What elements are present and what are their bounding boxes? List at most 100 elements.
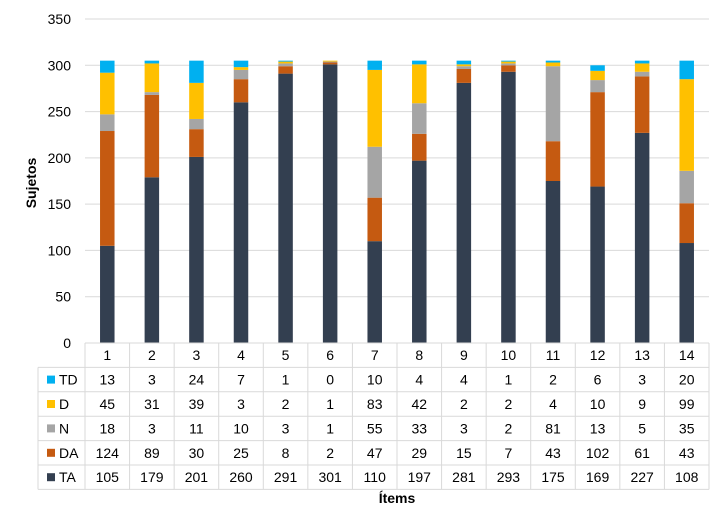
table-cell-d: 39 — [189, 396, 205, 412]
table-cell-n: 55 — [367, 420, 383, 436]
bar-segment-n-item-10 — [501, 63, 516, 66]
bar-segment-ta-item-9 — [456, 82, 472, 344]
bar-segment-d-item-9 — [456, 64, 472, 67]
bar-segment-d-item-12 — [590, 70, 605, 81]
table-cell-d: 2 — [282, 396, 290, 412]
bar-segment-ta-item-13 — [634, 132, 650, 343]
bar-segment-td-item-12 — [590, 65, 605, 71]
bar-segment-n-item-5 — [278, 63, 293, 67]
table-cell-ta: 260 — [229, 469, 253, 485]
table-cell-td: 4 — [415, 372, 423, 388]
table-cell-td: 6 — [594, 372, 602, 388]
bar-segment-ta-item-10 — [501, 71, 516, 343]
bar-segment-ta-item-11 — [545, 181, 561, 343]
category-label: 14 — [679, 347, 695, 363]
bar-segment-n-item-8 — [412, 103, 427, 134]
y-tick-label: 350 — [48, 11, 72, 27]
table-cell-d: 10 — [590, 396, 606, 412]
bar-segment-ta-item-14 — [679, 243, 694, 343]
legend-key-n — [47, 424, 55, 433]
table-cell-td: 10 — [367, 372, 383, 388]
table-cell-td: 3 — [148, 372, 156, 388]
bar-segment-n-item-1 — [100, 114, 115, 132]
bar-segment-ta-item-12 — [590, 186, 605, 343]
bar-segment-ta-item-4 — [233, 102, 249, 343]
category-label: 5 — [282, 347, 290, 363]
bar-segment-n-item-4 — [233, 69, 249, 80]
table-cell-n: 35 — [679, 420, 695, 436]
table-cell-n: 11 — [189, 420, 204, 436]
table-cell-da: 89 — [144, 445, 160, 461]
table-cell-n: 1 — [326, 420, 334, 436]
legend-label-td: TD — [59, 372, 78, 388]
bar-segment-ta-item-5 — [278, 73, 293, 344]
bar-segment-ta-item-6 — [322, 64, 338, 344]
bar-segment-da-item-4 — [233, 79, 249, 103]
bar-segment-ta-item-1 — [100, 245, 115, 343]
table-cell-ta: 108 — [675, 469, 699, 485]
table-cell-ta: 301 — [318, 469, 342, 485]
table-cell-da: 2 — [326, 445, 334, 461]
bar-segment-da-item-6 — [322, 62, 338, 65]
table-cell-d: 42 — [411, 396, 427, 412]
category-label: 11 — [546, 347, 561, 363]
table-cell-da: 25 — [233, 445, 249, 461]
y-tick-label: 150 — [48, 196, 72, 212]
bar-segment-da-item-13 — [634, 76, 650, 133]
table-cell-ta: 227 — [630, 469, 654, 485]
y-tick-label: 0 — [63, 335, 71, 351]
table-cell-td: 4 — [460, 372, 468, 388]
bar-segment-td-item-10 — [501, 60, 516, 62]
bar-segment-da-item-10 — [501, 65, 516, 72]
bar-segment-da-item-9 — [456, 68, 472, 83]
table-cell-da: 15 — [456, 445, 472, 461]
table-cell-n: 3 — [460, 420, 468, 436]
bar-segment-d-item-13 — [634, 63, 650, 72]
legend-key-td — [47, 375, 55, 384]
table-cell-d: 9 — [638, 396, 646, 412]
table-cell-ta: 197 — [408, 469, 432, 485]
bar-segment-n-item-6 — [322, 61, 338, 63]
table-cell-da: 8 — [282, 445, 290, 461]
bar-segment-ta-item-8 — [412, 160, 427, 343]
bar-segment-td-item-8 — [412, 60, 427, 65]
legend-label-ta: TA — [59, 469, 77, 485]
bar-segment-d-item-6 — [322, 60, 338, 62]
table-cell-da: 43 — [545, 445, 561, 461]
bar-segment-n-item-11 — [545, 66, 561, 142]
bar-segment-d-item-5 — [278, 61, 293, 64]
table-cell-n: 81 — [545, 420, 561, 436]
bar-segment-n-item-7 — [367, 146, 382, 198]
bar-segment-d-item-3 — [189, 82, 204, 119]
table-cell-da: 47 — [367, 445, 383, 461]
legend-key-da — [47, 448, 55, 457]
table-cell-ta: 291 — [274, 469, 298, 485]
table-cell-n: 18 — [99, 420, 115, 436]
category-label: 13 — [634, 347, 650, 363]
legend-key-ta — [47, 473, 55, 482]
table-cell-da: 29 — [411, 445, 427, 461]
bar-segment-td-item-14 — [679, 60, 694, 80]
table-cell-td: 2 — [549, 372, 557, 388]
table-cell-n: 33 — [411, 420, 427, 436]
bar-segment-d-item-1 — [100, 72, 115, 115]
bar-segment-d-item-8 — [412, 64, 427, 104]
table-cell-td: 13 — [99, 372, 115, 388]
table-cell-da: 7 — [505, 445, 513, 461]
y-axis: 0 50 100 150 200 250 300 350 — [48, 11, 72, 351]
bar-segment-ta-item-3 — [189, 156, 204, 343]
bar-segment-d-item-2 — [144, 63, 160, 93]
bar-segment-n-item-12 — [590, 80, 605, 93]
bar-segment-da-item-5 — [278, 66, 293, 74]
bar-segment-n-item-9 — [456, 66, 472, 69]
table-cell-ta: 175 — [541, 469, 565, 485]
bar-segment-n-item-13 — [634, 71, 650, 77]
table-cell-da: 30 — [189, 445, 205, 461]
x-axis-label: Ítems — [379, 490, 416, 506]
bar-segment-ta-item-2 — [144, 177, 160, 343]
bar-segment-td-item-3 — [189, 60, 204, 83]
bar-segment-da-item-8 — [412, 133, 427, 161]
bar-segment-td-item-9 — [456, 60, 472, 65]
table-cell-d: 1 — [326, 396, 334, 412]
